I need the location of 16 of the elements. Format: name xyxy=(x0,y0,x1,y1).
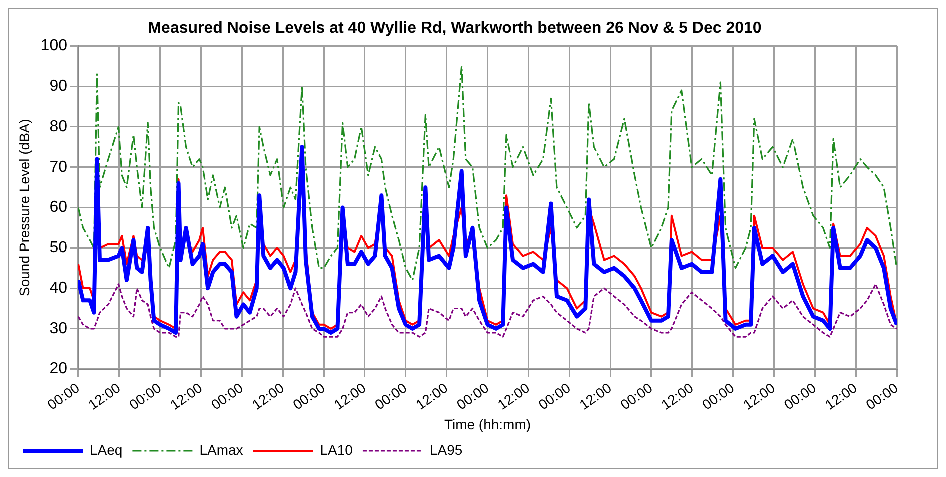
y-tick-label: 50 xyxy=(50,240,68,257)
y-tick-label: 90 xyxy=(50,78,68,95)
y-tick-label: 40 xyxy=(50,280,68,297)
y-tick-label: 30 xyxy=(50,320,68,338)
y-tick-label: 20 xyxy=(50,360,68,378)
chart-title: Measured Noise Levels at 40 Wyllie Rd, Warkworth between 26 Nov & 5 Dec 2010 xyxy=(148,20,762,38)
y-axis-title: Sound Pressure Level (dBA) xyxy=(16,119,32,296)
y-tick-label: 100 xyxy=(40,38,68,55)
legend-label: LAeq xyxy=(90,442,123,458)
legend-label: LAmax xyxy=(200,442,244,458)
y-tick-label: 80 xyxy=(50,118,68,136)
y-tick-label: 60 xyxy=(50,199,68,216)
legend-label: LA95 xyxy=(430,442,463,458)
y-tick-label: 70 xyxy=(50,158,68,176)
legend-label: LA10 xyxy=(320,442,354,458)
x-axis-title: Time (hh:mm) xyxy=(444,416,532,432)
